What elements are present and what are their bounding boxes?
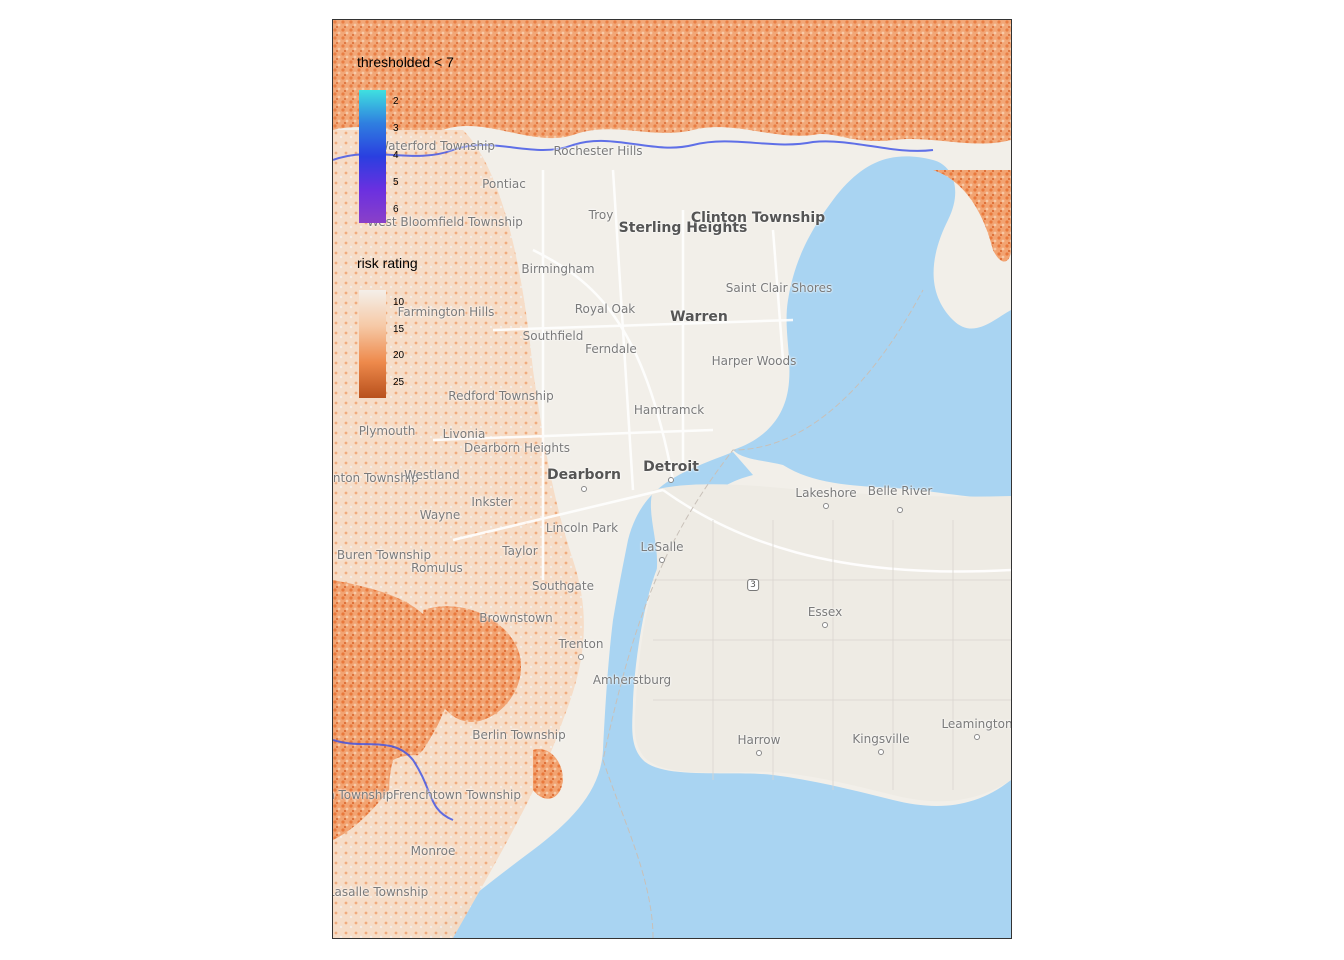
legend-title-threshold: thresholded < 7 — [357, 54, 454, 70]
legend-colorbar-risk — [359, 290, 386, 398]
place-label-harrow: Harrow — [737, 733, 781, 747]
place-marker-leamington — [974, 734, 980, 740]
place-label-detroit: Detroit — [643, 459, 699, 475]
place-label-monroe: Monroe — [410, 844, 456, 858]
place-marker-harrow — [756, 750, 762, 756]
place-label-canton-township: Canton Township — [332, 471, 419, 485]
place-label-rochester-hills: Rochester Hills — [553, 144, 643, 158]
place-label-ferndale: Ferndale — [585, 342, 637, 356]
risk-overlay-south — [423, 606, 522, 722]
threshold-line-south — [333, 739, 454, 821]
detroit-river — [428, 452, 1011, 938]
place-marker-lakeshore — [823, 503, 829, 509]
place-marker-kingsville — [878, 749, 884, 755]
highway-shield: 3 — [747, 579, 759, 591]
place-label-royal-oak: Royal Oak — [574, 302, 636, 316]
place-label-lasalle-township: Lasalle Township — [332, 885, 429, 899]
place-label-romulus: Romulus — [411, 561, 463, 575]
place-label-dearborn: Dearborn — [547, 467, 621, 483]
place-label-belle-river: Belle River — [867, 484, 933, 498]
risk-overlay-north — [333, 20, 1011, 144]
place-label-warren: Warren — [670, 309, 728, 325]
legend-tick: 2 — [393, 96, 399, 107]
risk-overlay-southwest — [333, 580, 452, 840]
place-marker-lasalle — [659, 557, 665, 563]
lake-st-clair — [733, 156, 1011, 499]
place-label-redford-township: Redford Township — [448, 389, 554, 403]
risk-overlay-brownstown — [533, 749, 563, 799]
place-label-lakeshore: Lakeshore — [795, 486, 857, 500]
place-label-saint-clair-shores: Saint Clair Shores — [725, 281, 833, 295]
place-label-clinton-township: Clinton Township — [690, 210, 826, 226]
place-label-frenchtown: Frenchtown Township — [392, 788, 522, 802]
threshold-line-north — [333, 139, 934, 161]
legend-tick: 5 — [393, 177, 399, 188]
place-label-harper-woods: Harper Woods — [711, 354, 797, 368]
legend-tick: 3 — [393, 123, 399, 134]
place-label-taylor: Taylor — [502, 544, 538, 558]
legend-tick: 25 — [393, 377, 405, 388]
place-label-sterling-heights: Sterling Heights — [618, 220, 748, 236]
grid-roads — [653, 520, 1011, 790]
place-label-lincoln-park: Lincoln Park — [545, 521, 619, 535]
place-label-farmington-hills: Farmington Hills — [397, 305, 495, 319]
place-marker-essex — [822, 622, 828, 628]
place-label-pontiac: Pontiac — [482, 177, 526, 191]
place-marker-belle-river — [897, 507, 903, 513]
place-label-dearborn-heights: Dearborn Heights — [464, 441, 570, 455]
place-label-ash-township: Ash Township — [333, 788, 394, 802]
place-label-kingsville: Kingsville — [852, 732, 910, 746]
place-label-brownstown: Brownstown — [479, 611, 553, 625]
place-label-essex: Essex — [807, 605, 843, 619]
place-label-plymouth: Plymouth — [358, 424, 416, 438]
boundary-line — [602, 289, 924, 938]
place-marker-trenton — [578, 654, 584, 660]
place-label-waterford: Waterford Township — [376, 139, 496, 153]
place-label-amherstburg: Amherstburg — [592, 673, 672, 687]
place-label-west-bloomfield: West Bloomfield Township — [367, 215, 523, 229]
legend-colorbar-threshold — [359, 90, 386, 223]
place-marker-dearborn — [581, 486, 587, 492]
place-label-leamington: Leamington — [941, 717, 1012, 731]
place-label-hamtramck: Hamtramck — [633, 403, 705, 417]
place-label-wayne: Wayne — [419, 508, 461, 522]
place-label-troy: Troy — [588, 208, 614, 222]
basemap — [333, 20, 1011, 938]
place-label-southgate: Southgate — [532, 579, 594, 593]
legend-tick: 6 — [393, 204, 399, 215]
place-label-trenton: Trenton — [558, 637, 604, 651]
place-label-westland: Westland — [404, 468, 460, 482]
legend-tick: 10 — [393, 297, 405, 308]
place-label-inkster: Inkster — [471, 495, 513, 509]
place-marker-detroit — [668, 477, 674, 483]
place-label-birmingham: Birmingham — [521, 262, 595, 276]
legend-tick: 20 — [393, 350, 405, 361]
place-label-lasalle: LaSalle — [640, 540, 684, 554]
legend-tick: 15 — [393, 324, 405, 335]
essex-county — [634, 484, 1011, 802]
place-label-livonia: Livonia — [442, 427, 486, 441]
legend-tick: 4 — [393, 150, 399, 161]
place-label-berlin-township: Berlin Township — [472, 728, 566, 742]
map-frame[interactable]: Waterford Township Rochester Hills Ponti… — [332, 19, 1012, 939]
place-label-van-buren: Van Buren Township — [333, 548, 432, 562]
place-label-southfield: Southfield — [522, 329, 584, 343]
risk-overlay-northeast — [933, 170, 1011, 262]
road-network — [432, 169, 1011, 580]
legend-title-risk: risk rating — [357, 255, 418, 271]
